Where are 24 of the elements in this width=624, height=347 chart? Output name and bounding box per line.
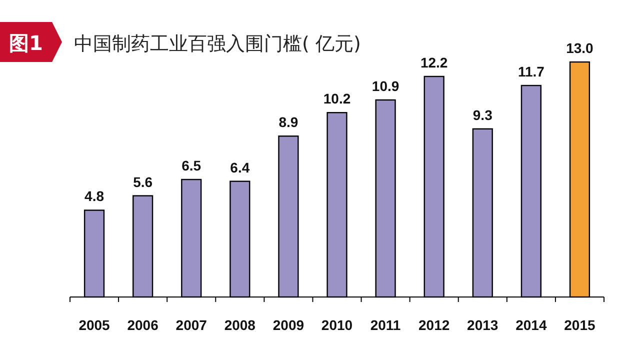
data-label: 11.7 bbox=[518, 64, 545, 80]
data-label: 13.0 bbox=[566, 40, 594, 56]
data-label: 10.2 bbox=[323, 90, 351, 107]
data-label: 6.5 bbox=[182, 158, 202, 174]
caption: 图1 bbox=[9, 31, 43, 55]
x-tick-label: 2008 bbox=[224, 317, 256, 333]
data-label: 8.9 bbox=[278, 114, 298, 130]
x-tick-label: 2005 bbox=[78, 317, 110, 333]
x-tick-label: 2007 bbox=[176, 317, 208, 333]
x-tick-label: 2014 bbox=[516, 317, 547, 333]
x-tick-label: 2006 bbox=[127, 317, 159, 333]
x-tick-label: 2012 bbox=[418, 317, 450, 333]
data-label: 4.8 bbox=[84, 188, 104, 204]
x-tick-label: 2010 bbox=[321, 317, 353, 333]
x-tick-label: 2009 bbox=[272, 317, 304, 333]
data-label: 10.9 bbox=[372, 78, 400, 94]
data-label: 5.6 bbox=[133, 174, 153, 190]
data-label: 9.3 bbox=[472, 106, 493, 123]
chart-title: 中国制药工业百强入围门槛( 亿元) bbox=[74, 33, 361, 55]
data-label: 12.2 bbox=[420, 54, 448, 70]
data-label: 6.4 bbox=[230, 159, 250, 176]
x-tick-label: 2015 bbox=[564, 317, 596, 333]
x-tick-label: 2013 bbox=[467, 317, 498, 333]
x-tick-label: 2011 bbox=[370, 317, 401, 333]
